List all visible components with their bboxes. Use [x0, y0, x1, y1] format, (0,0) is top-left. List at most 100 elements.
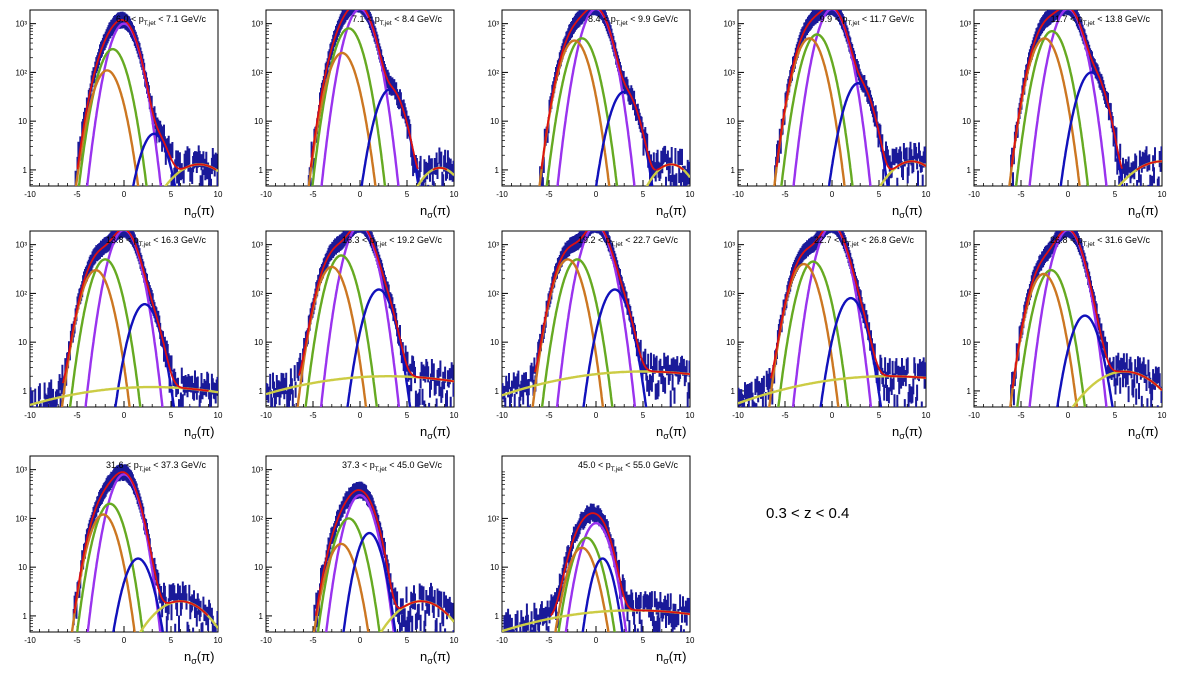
x-tick-label: 0 [358, 636, 363, 645]
x-tick-label: -10 [24, 636, 36, 645]
panel-11: -10 -5 0 5 10 1 10 10² 10³ 31.6 < pT,jet < 37.3 G… [0, 455, 228, 680]
panel-title: 9.9 < pT,jet < 11.7 GeV/c [820, 14, 915, 27]
y-tick-label: 1 [495, 166, 500, 175]
y-tick-label: 1 [967, 387, 972, 396]
y-tick-label: 1 [495, 387, 500, 396]
y-tick-label: 10 [490, 563, 499, 572]
x-axis-label: nσ(π) [184, 424, 214, 441]
proton-fit-curve [307, 51, 377, 186]
kaon-fit-curve [316, 517, 381, 632]
electron-fit-curve [112, 557, 165, 632]
total-fit-curve [770, 231, 926, 379]
y-tick-label: 10³ [723, 241, 735, 250]
y-tick-label: 10² [487, 289, 499, 298]
y-tick-label: 1 [259, 612, 264, 621]
panel-7: -10 -5 0 5 10 1 10 10² 10³ 16.3 < pT,jet < 19.2 G… [236, 230, 464, 455]
y-tick-label: 10³ [959, 20, 971, 29]
x-tick-label: -10 [496, 411, 508, 420]
x-tick-label: -5 [73, 636, 81, 645]
y-tick-label: 10 [18, 338, 27, 347]
electron-fit-curve [342, 531, 397, 632]
x-tick-label: -10 [496, 636, 508, 645]
x-tick-label: 5 [169, 190, 174, 199]
total-fit-curve [309, 10, 448, 171]
y-tick-label: 10 [18, 563, 27, 572]
kaon-fit-curve [304, 254, 378, 407]
panel-title: 13.8 < pT,jet < 16.3 GeV/c [106, 235, 206, 248]
y-tick-label: 10² [487, 68, 499, 77]
x-tick-label: -10 [260, 636, 272, 645]
x-tick-label: 5 [1113, 190, 1118, 199]
y-tick-label: 10² [487, 514, 499, 523]
plot-svg: -10 -5 0 5 10 1 10 10² 10³ 19.2 < pT,jet < 22.7 G… [487, 230, 695, 441]
pion-fit-curve [791, 231, 873, 407]
panel-title: 6.0 < pT,jet < 7.1 GeV/c [116, 14, 206, 27]
x-tick-label: 0 [122, 636, 127, 645]
plot-svg: -10 -5 0 5 10 1 10 10² 10³ 13.8 < pT,jet < 16.3 G… [15, 230, 223, 441]
total-fit-curve [550, 512, 690, 617]
x-tick-label: -10 [260, 190, 272, 199]
panel-3: -10 -5 0 5 10 1 10 10² 10³ 8.4 < pT,jet < 9.9 GeV… [472, 9, 700, 234]
x-tick-label: -10 [968, 190, 980, 199]
y-tick-label: 10² [251, 289, 263, 298]
plot-svg: -10 -5 0 5 10 1 10 10² 10³ 26.8 < pT,jet < 31.6 G… [959, 230, 1167, 441]
panel-title: 37.3 < pT,jet < 45.0 GeV/c [342, 460, 442, 473]
pion-fit-curve [792, 10, 872, 186]
kaon-fit-curve [75, 502, 144, 632]
y-tick-label: 10² [15, 68, 27, 77]
x-tick-label: 10 [214, 411, 223, 420]
total-fit-curve [76, 19, 217, 171]
pion-fit-curve [1028, 231, 1108, 407]
x-tick-label: -10 [24, 411, 36, 420]
x-tick-label: -5 [309, 190, 317, 199]
y-tick-label: 10³ [15, 20, 27, 29]
x-tick-label: 10 [1158, 411, 1167, 420]
x-tick-label: 10 [450, 411, 459, 420]
x-tick-label: 10 [686, 190, 695, 199]
electron-fit-curve [819, 296, 883, 407]
pion-fit-curve [564, 521, 628, 632]
kaon-fit-curve [77, 47, 148, 186]
x-tick-label: 10 [450, 190, 459, 199]
kaon-fit-curve [545, 37, 619, 186]
x-tick-label: -5 [545, 190, 553, 199]
total-fit-curve [73, 471, 209, 617]
pion-fit-curve [84, 231, 164, 407]
panel-title: 7.1 < pT,jet < 8.4 GeV/c [352, 14, 442, 27]
panel-title: 11.7 < pT,jet < 13.8 GeV/c [1051, 14, 1151, 27]
total-fit-curve [540, 10, 685, 171]
x-tick-label: -10 [732, 190, 744, 199]
panel-title: 19.2 < pT,jet < 22.7 GeV/c [578, 235, 678, 248]
y-tick-label: 10³ [15, 241, 27, 250]
data-histogram [502, 231, 690, 407]
plot-svg: -10 -5 0 5 10 1 10 10² 10³ 8.4 < pT,jet < 9.9 GeV… [487, 9, 695, 220]
y-tick-label: 10³ [487, 241, 499, 250]
y-tick-label: 1 [731, 166, 736, 175]
y-tick-label: 10³ [251, 466, 263, 475]
total-fit-curve [534, 231, 690, 376]
x-tick-label: 5 [405, 636, 410, 645]
x-tick-label: -5 [781, 190, 789, 199]
panel-title: 22.7 < pT,jet < 26.8 GeV/c [814, 235, 914, 248]
y-tick-label: 10 [726, 117, 735, 126]
plot-svg: -10 -5 0 5 10 1 10 10² 10³ 7.1 < pT,jet < 8.4 GeV… [251, 9, 459, 220]
x-tick-label: -5 [309, 636, 317, 645]
x-tick-label: 0 [122, 411, 127, 420]
x-tick-label: -5 [73, 411, 81, 420]
x-tick-label: 5 [877, 190, 882, 199]
pion-fit-curve [319, 231, 401, 407]
data-histogram [72, 463, 218, 632]
panel-8: -10 -5 0 5 10 1 10 10² 10³ 19.2 < pT,jet < 22.7 G… [472, 230, 700, 455]
x-tick-label: 0 [594, 190, 599, 199]
panel-2: -10 -5 0 5 10 1 10 10² 10³ 7.1 < pT,jet < 8.4 GeV… [236, 9, 464, 234]
proton-fit-curve [312, 542, 370, 632]
x-tick-label: -5 [1017, 411, 1025, 420]
x-tick-label: 5 [1113, 411, 1118, 420]
panel-12: -10 -5 0 5 10 1 10 10² 10³ 37.3 < pT,jet < 45.0 G… [236, 455, 464, 680]
x-axis-label: nσ(π) [1128, 203, 1158, 220]
pion-fit-curve [556, 10, 636, 186]
x-tick-label: 10 [450, 636, 459, 645]
y-tick-label: 10³ [15, 466, 27, 475]
y-tick-label: 10³ [251, 241, 263, 250]
